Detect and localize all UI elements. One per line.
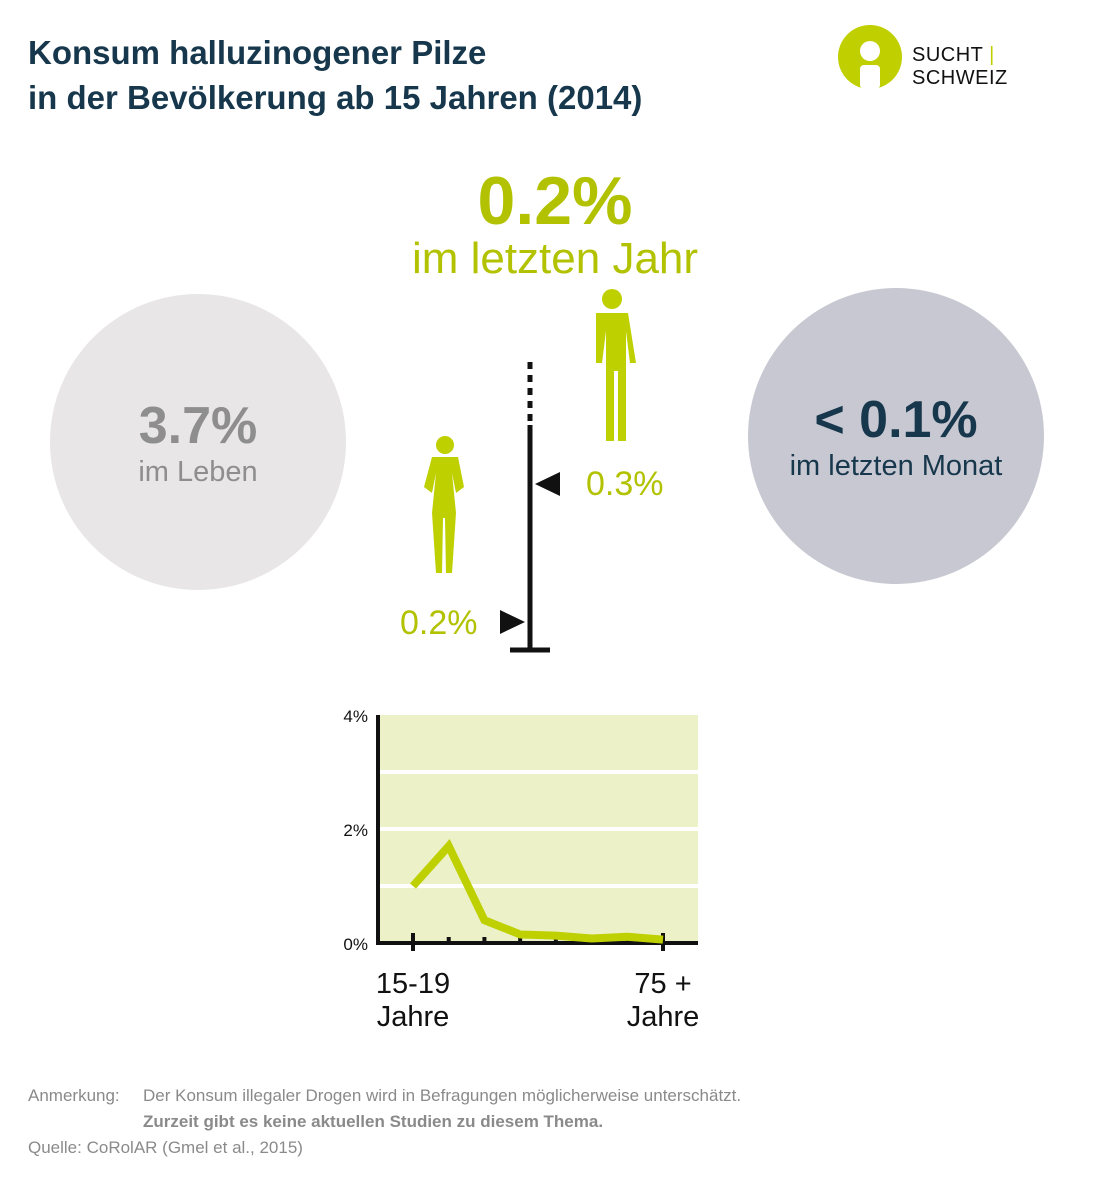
men-value: 0.3% bbox=[586, 465, 664, 503]
note-line-2: Zurzeit gibt es keine aktuellen Studien … bbox=[143, 1112, 604, 1131]
x-tick-label: Jahre bbox=[627, 1001, 700, 1033]
title-line-1: Konsum halluzinogener Pilze bbox=[28, 34, 487, 71]
x-tick-label: 75 + bbox=[634, 968, 691, 1000]
men-marker-icon bbox=[535, 472, 560, 496]
y-tick-label: 0% bbox=[343, 935, 368, 954]
women-value: 0.2% bbox=[400, 604, 478, 642]
y-tick-label: 4% bbox=[343, 707, 368, 726]
page-title: Konsum halluzinogener Pilze in der Bevöl… bbox=[28, 30, 642, 120]
woman-icon bbox=[424, 436, 464, 573]
title-line-2: in der Bevölkerung ab 15 Jahren (2014) bbox=[28, 79, 643, 116]
x-tick-label: Jahre bbox=[377, 1001, 450, 1033]
man-icon bbox=[596, 289, 636, 441]
source: Quelle: CoRolAR (Gmel et al., 2015) bbox=[28, 1138, 303, 1157]
year-label: im letzten Jahr bbox=[411, 234, 699, 283]
month-label: im letzten Monat bbox=[789, 449, 1003, 482]
year-value: 0.2% bbox=[477, 163, 633, 239]
lifetime-label: im Leben bbox=[138, 455, 258, 488]
x-tick-label: 15-19 bbox=[376, 968, 450, 1000]
lifetime-circle: 3.7% im Leben bbox=[50, 294, 346, 590]
women-marker-icon bbox=[500, 610, 525, 634]
month-value: < 0.1% bbox=[814, 390, 978, 449]
note-line-1: Der Konsum illegaler Drogen wird in Befr… bbox=[143, 1086, 742, 1105]
lifetime-value: 3.7% bbox=[138, 396, 258, 455]
series-line bbox=[410, 838, 664, 944]
gender-scale bbox=[424, 289, 636, 653]
logo-icon bbox=[838, 25, 902, 89]
note-label: Anmerkung: bbox=[28, 1086, 120, 1105]
logo-text: SUCHT | SCHWEIZ bbox=[912, 44, 1008, 89]
y-tick-label: 2% bbox=[343, 821, 368, 840]
month-circle: < 0.1% im letzten Monat bbox=[748, 288, 1044, 584]
